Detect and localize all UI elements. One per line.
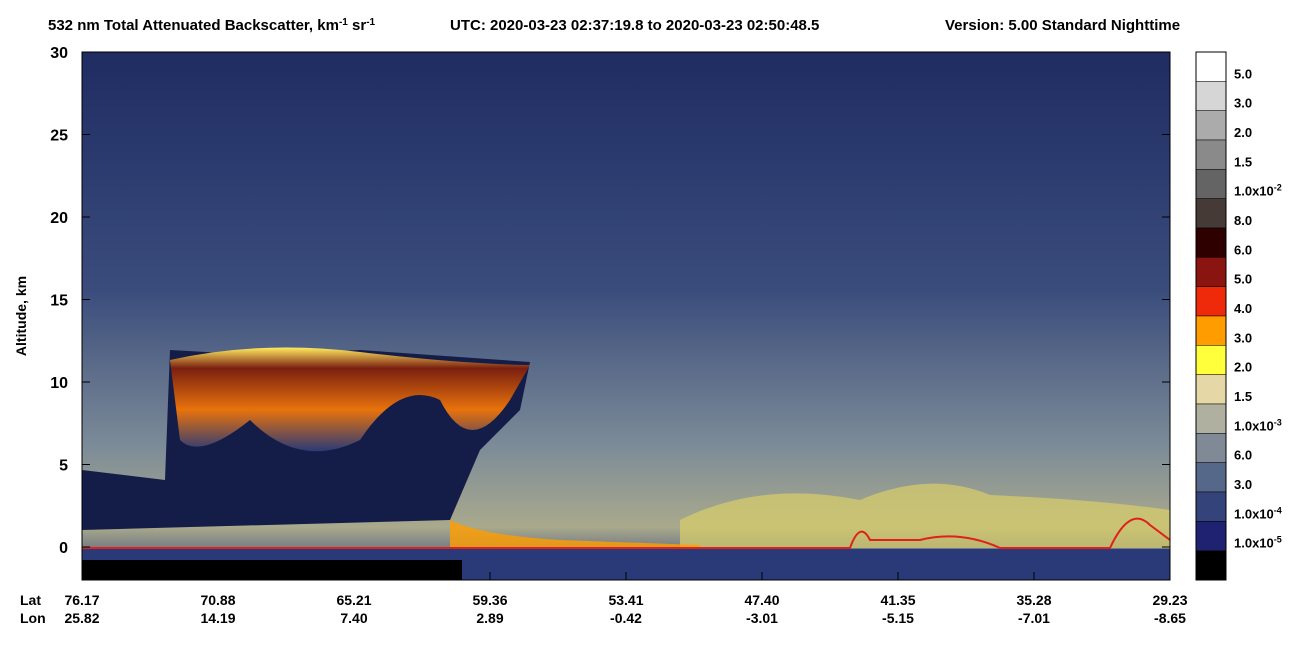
colorbar-label: 1.5 xyxy=(1234,154,1252,169)
colorbar-label: 1.0x10-5 xyxy=(1234,535,1282,551)
colorbar-swatch xyxy=(1195,286,1227,317)
colorbar-label: 3.0 xyxy=(1234,96,1252,111)
lat-label: 29.23 xyxy=(1152,592,1187,608)
lon-label: 2.89 xyxy=(476,610,503,626)
lon-label: -5.15 xyxy=(882,610,914,626)
colorbar-swatch xyxy=(1195,198,1227,229)
colorbar-label-text: 5.0 xyxy=(1234,272,1252,287)
colorbar-swatch xyxy=(1195,315,1227,346)
chart-title: 532 nm Total Attenuated Backscatter, km-… xyxy=(48,17,376,35)
colorbar-label: 1.0x10-3 xyxy=(1234,417,1282,433)
version-info: Version: 5.00 Standard Nighttime xyxy=(945,17,1180,34)
colorbar-label-text: 1.0x10 xyxy=(1234,418,1274,433)
colorbar-swatch xyxy=(1195,491,1227,522)
colorbar-swatch xyxy=(1195,257,1227,287)
colorbar-label: 1.0x10-4 xyxy=(1234,505,1282,521)
y-tick-label: 30 xyxy=(50,45,68,62)
colorbar-label-text: 4.0 xyxy=(1234,301,1252,316)
lat-label: 59.36 xyxy=(472,592,507,608)
y-tick-label: 15 xyxy=(50,293,68,310)
colorbar-label-text: 1.5 xyxy=(1234,154,1252,169)
colorbar-label: 6.0 xyxy=(1234,448,1252,463)
colorbar-label-text: 2.0 xyxy=(1234,125,1252,140)
row-label: Lat xyxy=(20,592,41,608)
colorbar-swatch xyxy=(1195,110,1227,141)
colorbar-swatch xyxy=(1196,550,1226,580)
colorbar-swatch xyxy=(1195,227,1227,258)
y-axis-label: Altitude, km xyxy=(13,276,29,356)
colorbar-label-text: 3.0 xyxy=(1234,96,1252,111)
colorbar-label: 2.0 xyxy=(1234,125,1252,140)
lon-label: 25.82 xyxy=(64,610,99,626)
colorbar-swatch xyxy=(1195,433,1227,463)
lat-label: 35.28 xyxy=(1016,592,1051,608)
colorbar-swatch xyxy=(1195,51,1227,82)
colorbar-label: 6.0 xyxy=(1234,242,1252,257)
colorbar-label-exponent: -2 xyxy=(1274,183,1282,193)
colorbar-label: 1.0x10-2 xyxy=(1234,183,1282,199)
colorbar-label: 1.5 xyxy=(1234,389,1252,404)
colorbar-label: 2.0 xyxy=(1234,360,1252,375)
colorbar-label: 3.0 xyxy=(1234,330,1252,345)
colorbar-label-exponent: -5 xyxy=(1274,535,1282,545)
y-tick-label: 25 xyxy=(50,128,68,145)
colorbar-label-exponent: -4 xyxy=(1274,505,1282,515)
row-label: Lon xyxy=(20,610,46,626)
lon-label: 14.19 xyxy=(200,610,235,626)
colorbar-label: 4.0 xyxy=(1234,301,1252,316)
lon-label: -3.01 xyxy=(746,610,778,626)
colorbar-swatch xyxy=(1195,374,1227,405)
colorbar-label: 3.0 xyxy=(1234,477,1252,492)
lon-label: 7.40 xyxy=(340,610,367,626)
utc-range: UTC: 2020-03-23 02:37:19.8 to 2020-03-23… xyxy=(450,17,819,34)
y-tick-label: 10 xyxy=(50,375,68,392)
curtain-image xyxy=(82,52,1170,580)
lat-label: 70.88 xyxy=(200,592,235,608)
colorbar-swatch xyxy=(1195,403,1227,434)
colorbar-swatch xyxy=(1195,345,1227,375)
y-tick-label: 0 xyxy=(59,540,68,557)
title-superscript: -1 xyxy=(366,17,375,28)
lat-label: 41.35 xyxy=(880,592,915,608)
colorbar-label-text: 8.0 xyxy=(1234,213,1252,228)
colorbar-label-text: 1.0x10 xyxy=(1234,506,1274,521)
colorbar-label-text: 1.0x10 xyxy=(1234,536,1274,551)
colorbar-label-exponent: -3 xyxy=(1274,417,1282,427)
lon-label: -8.65 xyxy=(1154,610,1186,626)
colorbar-label-text: 3.0 xyxy=(1234,330,1252,345)
colorbar-swatch xyxy=(1195,81,1227,111)
title-superscript: -1 xyxy=(339,17,348,28)
colorbar-frame xyxy=(1195,51,1227,581)
y-tick-label: 20 xyxy=(50,210,68,227)
colorbar-label-text: 1.5 xyxy=(1234,389,1252,404)
colorbar-label-text: 6.0 xyxy=(1234,448,1252,463)
colorbar-label: 5.0 xyxy=(1234,272,1252,287)
y-tick-label: 5 xyxy=(59,458,68,475)
colorbar-label: 5.0 xyxy=(1234,66,1252,81)
lat-label: 65.21 xyxy=(336,592,371,608)
title-text: 532 nm Total Attenuated Backscatter, km xyxy=(48,17,339,34)
colorbar-swatch xyxy=(1195,462,1227,493)
colorbar-swatch xyxy=(1195,169,1227,199)
colorbar-label-text: 5.0 xyxy=(1234,66,1252,81)
lon-label: -0.42 xyxy=(610,610,642,626)
colorbar-label-text: 6.0 xyxy=(1234,242,1252,257)
colorbar-label-text: 3.0 xyxy=(1234,477,1252,492)
lat-label: 76.17 xyxy=(64,592,99,608)
colorbar-label: 8.0 xyxy=(1234,213,1252,228)
colorbar-swatch xyxy=(1195,521,1227,551)
lon-label: -7.01 xyxy=(1018,610,1050,626)
lat-label: 47.40 xyxy=(744,592,779,608)
title-text: sr xyxy=(348,17,367,34)
lat-label: 53.41 xyxy=(608,592,643,608)
colorbar-swatch xyxy=(1195,139,1227,170)
colorbar-label-text: 2.0 xyxy=(1234,360,1252,375)
colorbar-label-text: 1.0x10 xyxy=(1234,184,1274,199)
